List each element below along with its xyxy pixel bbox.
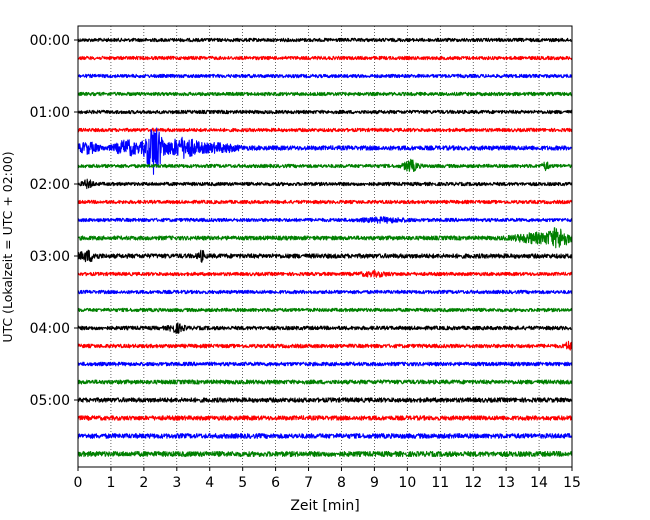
x-tick-label: 0 bbox=[74, 475, 83, 491]
trace-line bbox=[77, 415, 573, 421]
trace-line bbox=[77, 158, 573, 172]
y-tick-label: 00:00 bbox=[30, 33, 70, 49]
trace-line bbox=[77, 289, 573, 295]
y-tick-label: 04:00 bbox=[30, 321, 70, 337]
trace-line bbox=[77, 37, 573, 43]
x-tick-label: 6 bbox=[271, 475, 280, 491]
trace-line bbox=[77, 73, 573, 79]
trace-line bbox=[77, 307, 573, 313]
trace-line bbox=[77, 322, 573, 334]
trace-line bbox=[77, 91, 573, 97]
plot-background bbox=[78, 26, 572, 467]
y-tick-label: 02:00 bbox=[30, 177, 70, 193]
y-tick-label: 01:00 bbox=[30, 105, 70, 121]
x-tick-label: 1 bbox=[106, 475, 115, 491]
y-tick-label: 03:00 bbox=[30, 249, 70, 265]
trace-line bbox=[77, 216, 573, 224]
trace-line bbox=[77, 199, 573, 205]
trace-line bbox=[77, 340, 573, 351]
x-tick-label: 9 bbox=[370, 475, 379, 491]
x-tick-label: 3 bbox=[172, 475, 181, 491]
trace-line bbox=[77, 249, 573, 263]
x-axis-label: Zeit [min] bbox=[290, 498, 359, 514]
y-axis-label: UTC (Lokalzeit = UTC + 02:00) bbox=[0, 151, 15, 342]
trace-line bbox=[77, 397, 573, 403]
x-tick-label: 4 bbox=[205, 475, 214, 491]
x-tick-label: 10 bbox=[398, 475, 416, 491]
trace-line bbox=[77, 178, 573, 190]
x-tick-label: 2 bbox=[139, 475, 148, 491]
trace-line bbox=[77, 55, 573, 61]
x-tick-label: 8 bbox=[337, 475, 346, 491]
y-axis-ticks: 00:00 01:00 02:00 03:00 04:00 05:00 bbox=[30, 33, 78, 409]
x-tick-label: 15 bbox=[563, 475, 581, 491]
trace-line bbox=[77, 270, 573, 278]
y-tick-label: 05:00 bbox=[30, 393, 70, 409]
x-tick-label: 14 bbox=[530, 475, 548, 491]
trace-line bbox=[77, 227, 573, 249]
x-tick-label: 13 bbox=[497, 475, 515, 491]
x-tick-label: 5 bbox=[238, 475, 247, 491]
x-tick-label: 11 bbox=[431, 475, 449, 491]
trace-line bbox=[77, 109, 573, 115]
trace-line bbox=[77, 361, 573, 367]
trace-line bbox=[77, 127, 573, 133]
trace-line bbox=[77, 433, 573, 439]
x-axis-ticks: 0 1 2 3 4 5 6 7 8 9 10 11 12 13 14 15 bbox=[74, 467, 581, 491]
trace-line bbox=[77, 379, 573, 385]
seismogram-traces bbox=[77, 37, 573, 458]
x-tick-label: 12 bbox=[464, 475, 482, 491]
trace-line bbox=[77, 127, 573, 175]
x-tick-label: 7 bbox=[304, 475, 313, 491]
plot-frame bbox=[77, 25, 573, 468]
trace-line bbox=[77, 450, 573, 458]
